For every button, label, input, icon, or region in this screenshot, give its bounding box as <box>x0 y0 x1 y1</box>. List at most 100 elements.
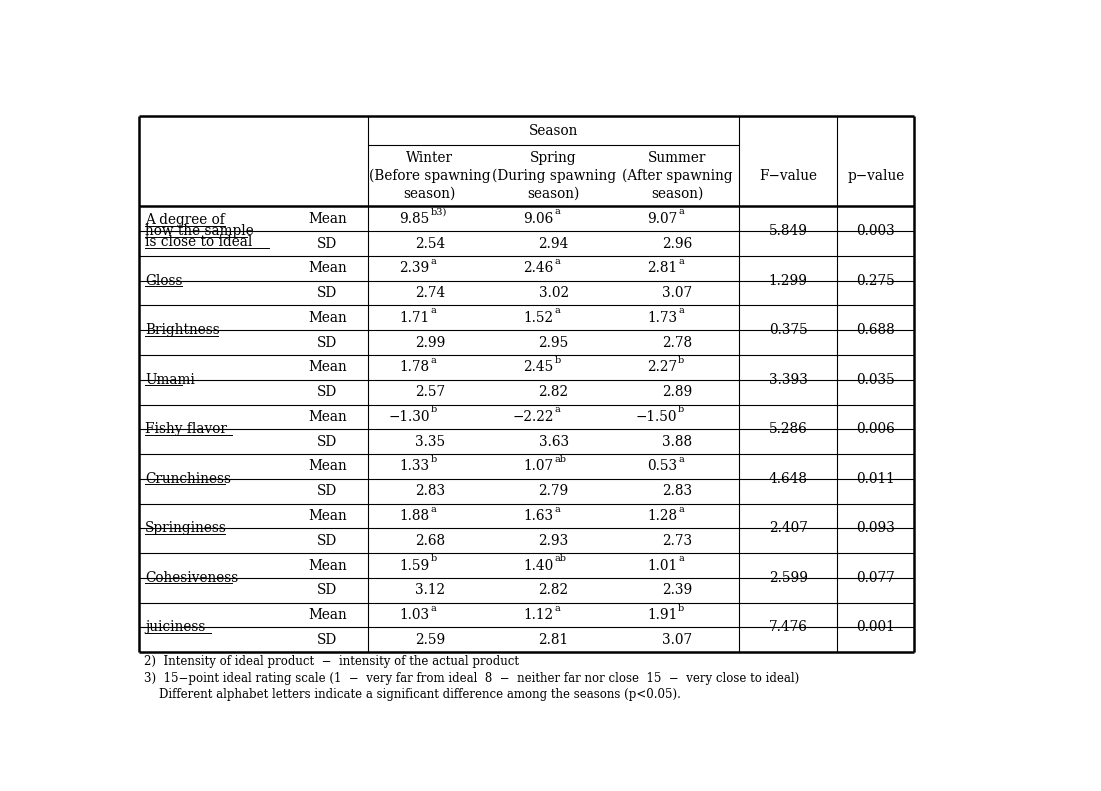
Text: 2.93: 2.93 <box>538 534 569 547</box>
Text: 0.011: 0.011 <box>857 472 895 486</box>
Text: 3.02: 3.02 <box>538 286 568 300</box>
Text: a: a <box>555 207 560 216</box>
Text: F−value: F−value <box>760 169 817 183</box>
Text: 4.648: 4.648 <box>768 472 808 486</box>
Text: ab: ab <box>555 455 566 464</box>
Text: 2.73: 2.73 <box>663 534 693 547</box>
Text: 1.40: 1.40 <box>523 558 554 573</box>
Text: 0.275: 0.275 <box>857 274 895 288</box>
Text: a: a <box>555 604 560 613</box>
Text: b: b <box>430 554 437 563</box>
Text: 3.88: 3.88 <box>663 435 693 448</box>
Text: SD: SD <box>317 633 338 647</box>
Text: 1.73: 1.73 <box>647 311 677 325</box>
Text: 9.06: 9.06 <box>523 212 554 225</box>
Text: 9.07: 9.07 <box>647 212 677 225</box>
Text: 1.01: 1.01 <box>647 558 677 573</box>
Text: 0.53: 0.53 <box>647 460 677 474</box>
Text: Fishy flavor: Fishy flavor <box>145 422 227 437</box>
Text: SD: SD <box>317 583 338 597</box>
Text: how the sample: how the sample <box>145 224 254 238</box>
Text: juiciness: juiciness <box>145 620 206 634</box>
Text: 1.63: 1.63 <box>523 509 554 523</box>
Text: Gloss: Gloss <box>145 274 183 288</box>
Text: is close to ideal: is close to ideal <box>145 235 252 249</box>
Text: a: a <box>555 257 560 266</box>
Text: a: a <box>555 406 560 414</box>
Text: Spring
(During spawning
season): Spring (During spawning season) <box>491 151 615 200</box>
Text: Umami: Umami <box>145 373 195 387</box>
Text: 2.82: 2.82 <box>538 385 568 399</box>
Text: 1.78: 1.78 <box>400 361 429 374</box>
Text: 3.07: 3.07 <box>663 633 693 647</box>
Text: 1.28: 1.28 <box>647 509 677 523</box>
Text: a: a <box>678 207 684 216</box>
Text: a: a <box>555 505 560 513</box>
Text: a: a <box>430 306 436 316</box>
Text: 2.81: 2.81 <box>538 633 568 647</box>
Text: −2.22: −2.22 <box>512 410 554 424</box>
Text: 0.035: 0.035 <box>857 373 895 387</box>
Text: 2.599: 2.599 <box>768 571 808 585</box>
Text: 2.83: 2.83 <box>663 484 693 498</box>
Text: 2.46: 2.46 <box>523 261 554 275</box>
Text: Mean: Mean <box>308 410 347 424</box>
Text: 2.39: 2.39 <box>400 261 429 275</box>
Text: a: a <box>430 257 436 266</box>
Text: 1.52: 1.52 <box>523 311 554 325</box>
Text: 0.688: 0.688 <box>857 324 895 337</box>
Text: 2.82: 2.82 <box>538 583 568 597</box>
Text: a: a <box>678 306 684 316</box>
Text: Brightness: Brightness <box>145 324 220 337</box>
Text: 1.71: 1.71 <box>400 311 429 325</box>
Text: Winter
(Before spawning
season): Winter (Before spawning season) <box>369 151 491 200</box>
Text: 2.59: 2.59 <box>415 633 445 647</box>
Text: 1.07: 1.07 <box>523 460 554 474</box>
Text: a: a <box>678 505 684 513</box>
Text: a: a <box>555 306 560 316</box>
Text: 0.375: 0.375 <box>768 324 808 337</box>
Text: 2.83: 2.83 <box>415 484 445 498</box>
Text: 2.78: 2.78 <box>663 335 693 350</box>
Text: SD: SD <box>317 286 338 300</box>
Text: b: b <box>678 604 685 613</box>
Text: 3.35: 3.35 <box>415 435 445 448</box>
Text: Mean: Mean <box>308 212 347 225</box>
Text: SD: SD <box>317 335 338 350</box>
Text: 2.57: 2.57 <box>415 385 445 399</box>
Text: 5.849: 5.849 <box>768 224 808 238</box>
Text: 1.59: 1.59 <box>400 558 429 573</box>
Text: SD: SD <box>317 237 338 251</box>
Text: p−value: p−value <box>847 169 904 183</box>
Text: 1.33: 1.33 <box>400 460 429 474</box>
Text: SD: SD <box>317 484 338 498</box>
Text: Springiness: Springiness <box>145 521 227 536</box>
Text: 3.12: 3.12 <box>415 583 445 597</box>
Text: Mean: Mean <box>308 608 347 622</box>
Text: 2.407: 2.407 <box>768 521 808 536</box>
Text: SD: SD <box>317 534 338 547</box>
Text: 2.45: 2.45 <box>523 361 554 374</box>
Text: Different alphabet letters indicate a significant difference among the seasons (: Different alphabet letters indicate a si… <box>143 688 680 701</box>
Text: 2.94: 2.94 <box>538 237 569 251</box>
Text: 0.003: 0.003 <box>857 224 895 238</box>
Text: b: b <box>678 356 685 365</box>
Text: 3.63: 3.63 <box>538 435 568 448</box>
Text: 2.39: 2.39 <box>662 583 693 597</box>
Text: a: a <box>430 356 436 365</box>
Text: 1.03: 1.03 <box>400 608 429 622</box>
Text: 1.88: 1.88 <box>400 509 429 523</box>
Text: Cohesiveness: Cohesiveness <box>145 571 239 585</box>
Text: b: b <box>555 356 560 365</box>
Text: 3.07: 3.07 <box>663 286 693 300</box>
Text: A degree of: A degree of <box>145 214 225 227</box>
Text: −1.50: −1.50 <box>635 410 677 424</box>
Text: 2.54: 2.54 <box>415 237 445 251</box>
Text: 2.68: 2.68 <box>415 534 445 547</box>
Text: a: a <box>430 505 436 513</box>
Text: Mean: Mean <box>308 261 347 275</box>
Text: 2.96: 2.96 <box>662 237 693 251</box>
Text: −1.30: −1.30 <box>389 410 429 424</box>
Text: Mean: Mean <box>308 311 347 325</box>
Text: 9.85: 9.85 <box>400 212 429 225</box>
